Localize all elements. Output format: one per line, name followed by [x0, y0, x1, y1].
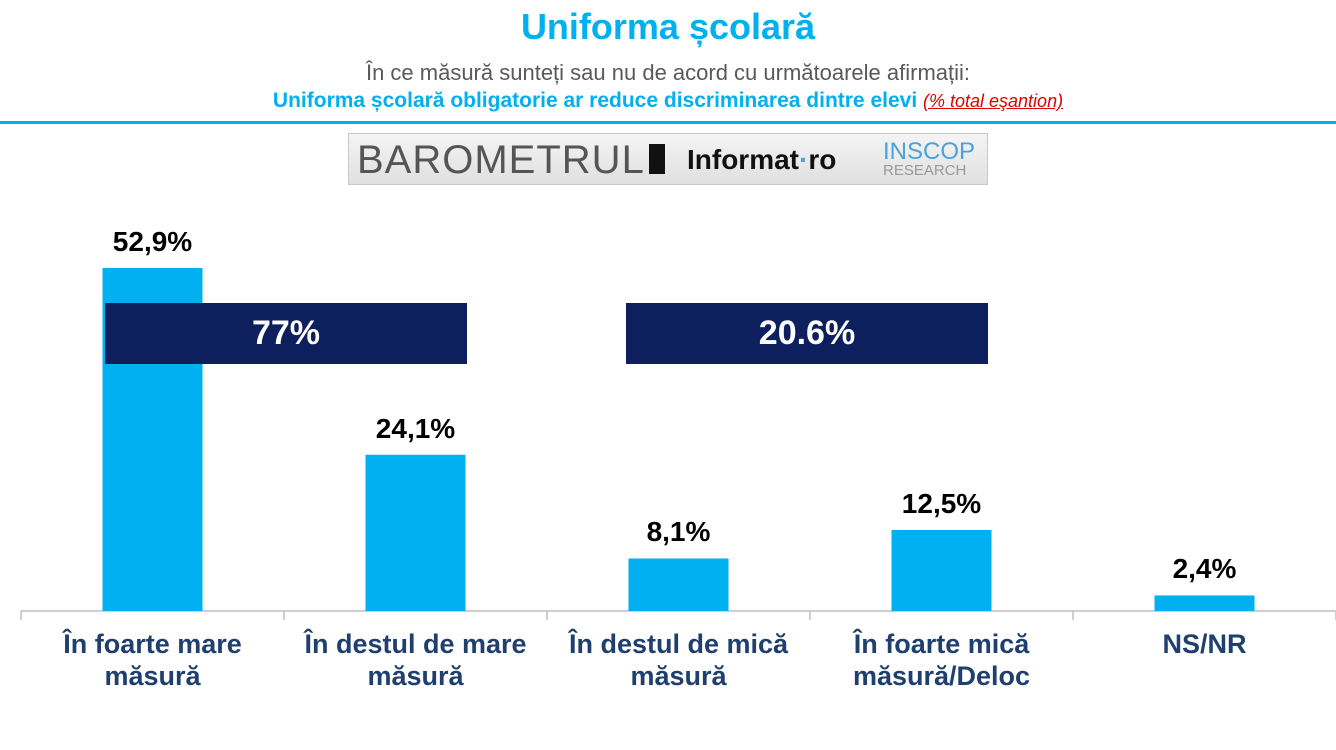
- bar: [365, 454, 466, 611]
- logo-research: RESEARCH: [883, 162, 967, 179]
- bar: [891, 529, 992, 611]
- question-text: Uniforma școlară obligatorie ar reduce d…: [272, 89, 918, 112]
- logo-informat: Informat·ro: [687, 144, 837, 175]
- value-label: 12,5%: [901, 487, 982, 519]
- chart-title: Uniforma școlară: [520, 6, 816, 47]
- value-label: 8,1%: [646, 516, 711, 548]
- note: (% total eşantion): [923, 91, 1064, 111]
- logo-icon: [649, 144, 665, 174]
- logo-informat-text: Informat: [687, 144, 799, 175]
- group-total: 77%: [105, 303, 467, 364]
- chart-subtitle: În ce măsură sunteți sau nu de acord cu …: [365, 60, 971, 85]
- logo-informat-suffix: ro: [808, 144, 837, 175]
- bar: [628, 558, 729, 611]
- question: Uniforma școlară obligatorie ar reduce d…: [0, 89, 1336, 113]
- logo: BAROMETRUL Informat·ro INSCOP RESEARCH: [348, 133, 988, 185]
- logo-barometer: BAROMETRUL: [357, 138, 645, 182]
- x-tick-label: În foarte mare măsură: [63, 629, 242, 691]
- header-rule: [0, 121, 1336, 124]
- x-tick-label: NS/NR: [1162, 629, 1247, 659]
- bar: [1154, 595, 1255, 611]
- value-label: 24,1%: [375, 412, 456, 444]
- value-label: 52,9%: [112, 225, 193, 257]
- x-tick-label: În destul de mare măsură: [304, 629, 527, 691]
- group-total: 20.6%: [626, 303, 988, 364]
- logo-inscop: INSCOP: [883, 138, 976, 165]
- x-tick-label: În foarte mică măsură/Deloc: [852, 629, 1031, 691]
- value-label: 2,4%: [1172, 553, 1237, 585]
- x-tick-label: În destul de mică măsură: [568, 629, 789, 691]
